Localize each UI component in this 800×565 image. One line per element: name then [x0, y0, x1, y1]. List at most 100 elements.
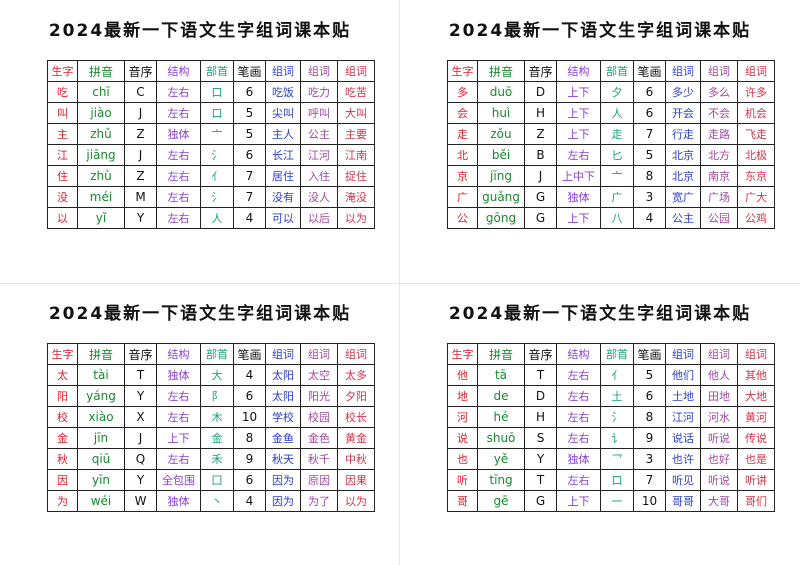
table-cell: 他们 — [665, 364, 701, 386]
header-cell: 拼音 — [477, 343, 525, 365]
table-cell: 禾 — [200, 448, 234, 470]
table-cell: B — [524, 144, 557, 166]
table-cell: 宽广 — [665, 186, 701, 208]
table-cell: 6 — [633, 81, 666, 103]
table-cell: 左右 — [156, 406, 201, 428]
table-cell: 公主 — [300, 123, 338, 145]
table-cell: 7 — [233, 165, 266, 187]
table-cell: 6 — [633, 102, 666, 124]
table-cell: 广 — [600, 186, 634, 208]
table-cell: 氵 — [200, 186, 234, 208]
table-cell: 4 — [633, 207, 666, 229]
table-cell: 上下 — [556, 207, 601, 229]
table-cell: 居住 — [265, 165, 301, 187]
table-cell: 6 — [233, 81, 266, 103]
table-cell: 江南 — [337, 144, 375, 166]
table-row: 听 tīng T 左右口 7 听见 听说 听讲 — [447, 469, 775, 491]
table-cell: 校 — [47, 406, 78, 428]
table-cell: 8 — [633, 406, 666, 428]
table-cell: 9 — [233, 448, 266, 470]
table-cell: 上下 — [556, 123, 601, 145]
table-row: 金 jīn J 上下金 8 金鱼 金色 黄金 — [47, 427, 375, 449]
table-cell: wéi — [77, 490, 125, 512]
table-row: 他 tā T 左右亻 5 他们 他人 其他 — [447, 364, 775, 386]
table-cell: M — [124, 186, 157, 208]
table-cell: Y — [524, 448, 557, 470]
table-cell: 其他 — [737, 364, 775, 386]
table-cell: 哥们 — [737, 490, 775, 512]
table-cell: 听 — [447, 469, 478, 491]
table-cell: tài — [77, 364, 125, 386]
table-cell: 8 — [233, 427, 266, 449]
table-cell: 10 — [633, 490, 666, 512]
table-cell: Q — [124, 448, 157, 470]
word-table: 生字 拼音 音序 结构 部首 笔画 组词 组词 组词他 tā T 左右亻 5 他们 他人 其他地 de D 左右土 6… — [447, 343, 775, 512]
table-cell: 江河 — [300, 144, 338, 166]
table-cell: 金鱼 — [265, 427, 301, 449]
table-cell: 多 — [447, 81, 478, 103]
table-cell: 氵 — [600, 406, 634, 428]
table-cell: 吃饭 — [265, 81, 301, 103]
table-cell: 哥 — [447, 490, 478, 512]
table-cell: 广 — [447, 186, 478, 208]
word-table: 生字 拼音 音序 结构 部首 笔画 组词 组词 组词吃 chī C 左右口 6 吃饭 吃力 吃苦叫 jiào J 左… — [47, 60, 375, 229]
table-cell: 人 — [200, 207, 234, 229]
table-cell: 学校 — [265, 406, 301, 428]
table-cell: H — [524, 406, 557, 428]
table-cell: shuō — [477, 427, 525, 449]
table-cell: 秋天 — [265, 448, 301, 470]
table-cell: zhǔ — [77, 123, 125, 145]
table-cell: 会 — [447, 102, 478, 124]
table-cell: 河水 — [700, 406, 738, 428]
table-cell: 不会 — [700, 102, 738, 124]
table-cell: 亠 — [600, 165, 634, 187]
table-cell: zǒu — [477, 123, 525, 145]
table-cell: 左右 — [556, 364, 601, 386]
table-row: 京 jīng J 上中下亠 8 北京 南京 东京 — [447, 165, 775, 187]
table-cell: 匕 — [600, 144, 634, 166]
table-cell: 太空 — [300, 364, 338, 386]
table-row: 以 yǐ Y 左右人 4 可以 以后 以为 — [47, 207, 375, 229]
table-cell: 因为 — [265, 469, 301, 491]
table-row: 叫 jiào J 左右口 5 尖叫 呼叫 大叫 — [47, 102, 375, 124]
table-cell: 说话 — [665, 427, 701, 449]
table-cell: 6 — [233, 469, 266, 491]
table-cell: 独体 — [156, 364, 201, 386]
table-cell: huì — [477, 102, 525, 124]
header-cell: 组词 — [337, 60, 375, 82]
table-cell: G — [524, 490, 557, 512]
table-cell: 9 — [633, 427, 666, 449]
table-cell: 阳 — [47, 385, 78, 407]
table-cell: 走 — [600, 123, 634, 145]
table-cell: H — [524, 102, 557, 124]
table-cell: 以 — [47, 207, 78, 229]
table-cell: 上下 — [556, 81, 601, 103]
header-cell: 拼音 — [477, 60, 525, 82]
table-cell: 没 — [47, 186, 78, 208]
table-cell: 吃力 — [300, 81, 338, 103]
table-cell: 上下 — [556, 490, 601, 512]
table-cell: 太阳 — [265, 364, 301, 386]
table-cell: 氵 — [200, 144, 234, 166]
table-cell: yě — [477, 448, 525, 470]
table-cell: 土 — [600, 385, 634, 407]
header-cell: 拼音 — [77, 343, 125, 365]
divider — [0, 283, 800, 284]
table-row: 会 huì H 上下人 6 开会 不会 机会 — [447, 102, 775, 124]
table-row: 没 méi M 左右氵 7 没有 没人 淹没 — [47, 186, 375, 208]
table-cell: 淹没 — [337, 186, 375, 208]
table-cell: 听见 — [665, 469, 701, 491]
table-cell: 捉住 — [337, 165, 375, 187]
table-cell: 主人 — [265, 123, 301, 145]
table-cell: 为 — [47, 490, 78, 512]
table-row: 公 gōng G 上下八 4 公主 公园 公鸡 — [447, 207, 775, 229]
table-cell: 公鸡 — [737, 207, 775, 229]
table-cell: 住 — [47, 165, 78, 187]
table-cell: 土地 — [665, 385, 701, 407]
table-cell: 上下 — [556, 102, 601, 124]
table-row: 江 jiāng J 左右氵 6 长江 江河 江南 — [47, 144, 375, 166]
table-cell: 江 — [47, 144, 78, 166]
table-row: 说 shuō S 左右讠 9 说话 听说 传说 — [447, 427, 775, 449]
table-cell: G — [524, 207, 557, 229]
table-cell: 亻 — [600, 364, 634, 386]
